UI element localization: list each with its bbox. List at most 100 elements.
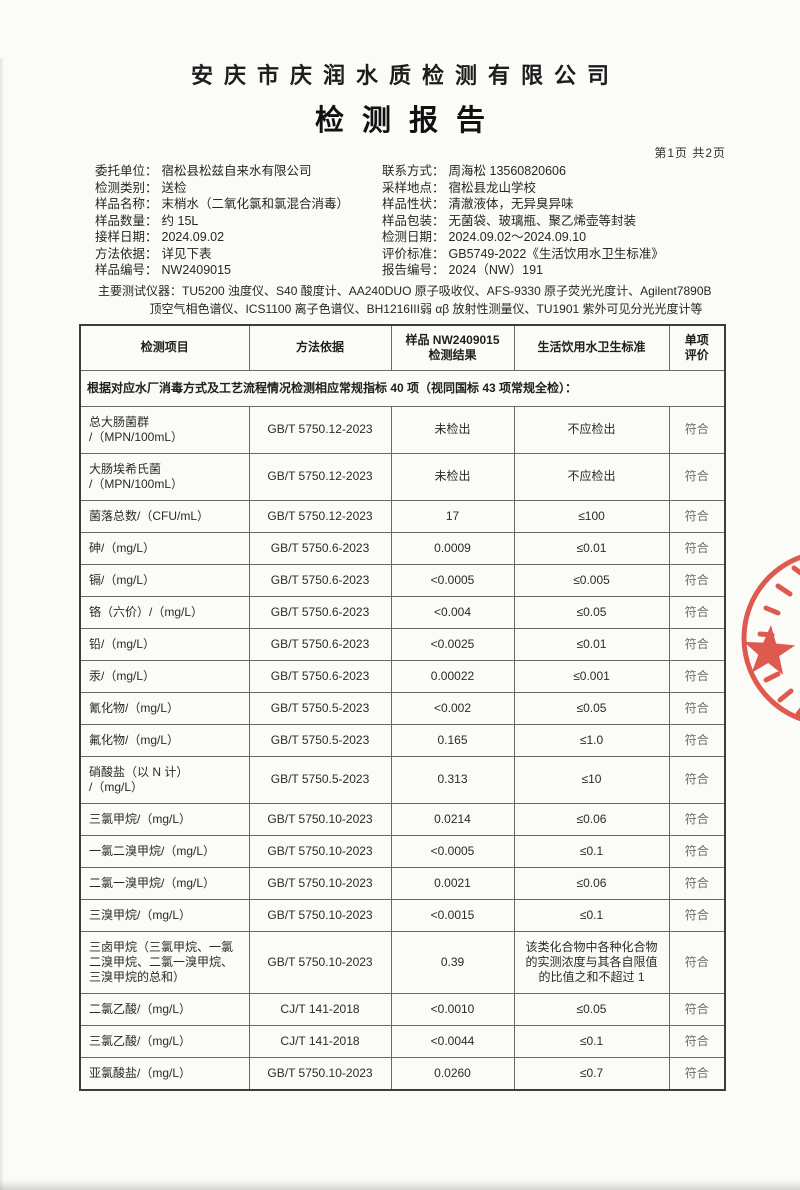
info-field: 委托单位： 宿松县松兹自来水有限公司 xyxy=(95,163,382,180)
cell-method: GB/T 5750.5-2023 xyxy=(248,691,392,725)
results-table: 检测项目 方法依据 样品 NW2409015 检测结果 生活饮用水卫生标准 单项 评价 … xyxy=(79,323,726,1091)
cell-item: 硝酸盐（以 N 计） /（mg/L） xyxy=(79,755,250,804)
cell-evaluation: 符合 xyxy=(668,834,726,868)
column-header: 单项 评价 xyxy=(668,324,726,371)
cell-standard: ≤0.1 xyxy=(513,834,670,868)
info-value: 2024.09.02～2024.09.10 xyxy=(448,230,587,244)
instruments-line2: 顶空气相色谱仪、ICS1100 离子色谱仪、BH1216III弱 αβ 放射性测… xyxy=(149,301,703,316)
scan-bottom-edge xyxy=(0,1180,800,1190)
cell-result: 未检出 xyxy=(390,405,515,454)
cell-evaluation: 符合 xyxy=(668,723,726,757)
info-field: 联系方式： 周海松 13560820606 xyxy=(382,163,755,180)
cell-standard: ≤0.7 xyxy=(513,1056,670,1090)
column-header: 样品 NW2409015 检测结果 xyxy=(390,324,515,371)
cell-standard: ≤0.06 xyxy=(513,802,670,836)
cell-method: GB/T 5750.6-2023 xyxy=(248,595,392,629)
cell-result: <0.0010 xyxy=(390,992,515,1026)
cell-method: GB/T 5750.12-2023 xyxy=(248,499,392,533)
table-row: 砷/（mg/L） GB/T 5750.6-2023 0.0009 ≤0.01 符合 xyxy=(79,531,726,565)
cell-standard: ≤0.1 xyxy=(513,1024,670,1058)
info-label: 检测日期： xyxy=(382,230,445,244)
info-value: 宿松县松兹自来水有限公司 xyxy=(161,164,312,178)
cell-item: 氟化物/（mg/L） xyxy=(79,723,250,757)
cell-item: 总大肠菌群 /（MPN/100mL） xyxy=(79,405,250,454)
info-field: 检测日期： 2024.09.02～2024.09.10 xyxy=(382,229,755,246)
cell-standard: ≤100 xyxy=(513,499,670,533)
info-label: 接样日期： xyxy=(95,230,158,244)
cell-standard: ≤0.01 xyxy=(513,531,670,565)
info-field: 采样地点： 宿松县龙山学校 xyxy=(382,180,755,197)
info-value: GB5749-2022《生活饮用水卫生标准》 xyxy=(448,246,664,261)
cell-method: GB/T 5750.10-2023 xyxy=(248,1056,392,1090)
info-field: 接样日期： 2024.09.02 xyxy=(95,229,382,246)
cell-result: 未检出 xyxy=(390,452,515,501)
table-row: 三氯甲烷/（mg/L） GB/T 5750.10-2023 0.0214 ≤0.06 符… xyxy=(79,802,726,836)
cell-standard: ≤10 xyxy=(513,755,670,804)
cell-result: 0.00022 xyxy=(390,659,515,693)
cell-method: GB/T 5750.12-2023 xyxy=(248,405,392,454)
table-header-row: 检测项目 方法依据 样品 NW2409015 检测结果 生活饮用水卫生标准 单项 评价 xyxy=(79,324,726,371)
cell-method: GB/T 5750.10-2023 xyxy=(248,866,392,900)
report-title: 检测报告 xyxy=(314,105,503,137)
info-label: 方法依据： xyxy=(95,246,158,261)
report-page: 安庆市庆润水质检测有限公司 检测报告 第1页 共2页 委托单位： 宿松县松兹自来水… xyxy=(0,58,800,1190)
cell-result: 0.313 xyxy=(390,755,515,804)
info-label: 样品名称： xyxy=(95,197,158,211)
cell-evaluation: 符合 xyxy=(668,898,726,932)
cell-item: 三卤甲烷（三氯甲烷、一氯 二溴甲烷、二氯一溴甲烷、 三溴甲烷的总和） xyxy=(79,930,250,994)
cell-item: 三溴甲烷/（mg/L） xyxy=(79,898,250,932)
info-field: 样品包装： 无菌袋、玻璃瓶、聚乙烯壶等封装 xyxy=(382,213,755,230)
cell-evaluation: 符合 xyxy=(668,452,726,501)
info-value: 宿松县龙山学校 xyxy=(448,180,537,195)
cell-item: 三氯甲烷/（mg/L） xyxy=(79,802,250,836)
official-red-seal-stamp xyxy=(736,542,800,737)
cell-evaluation: 符合 xyxy=(668,755,726,804)
info-value: 约 15L xyxy=(161,213,199,228)
cell-result: <0.0015 xyxy=(390,898,515,932)
cell-method: GB/T 5750.10-2023 xyxy=(248,802,392,836)
info-label: 报告编号： xyxy=(382,263,445,277)
cell-item: 砷/（mg/L） xyxy=(79,531,250,565)
instruments-block: 主要测试仪器：TU5200 浊度仪、S40 酸度计、AA240DUO 原子吸收仪… xyxy=(98,282,754,318)
cell-item: 氰化物/（mg/L） xyxy=(79,691,250,725)
info-field: 报告编号： 2024（NW）191 xyxy=(382,262,755,279)
table-row: 三氯乙酸/（mg/L） CJ/T 141-2018 <0.0044 ≤0.1 符合 xyxy=(79,1024,726,1058)
cell-method: GB/T 5750.6-2023 xyxy=(248,531,392,565)
table-row: 镉/（mg/L） GB/T 5750.6-2023 <0.0005 ≤0.005 符合 xyxy=(79,563,726,597)
cell-evaluation: 符合 xyxy=(668,1056,726,1090)
cell-item: 汞/（mg/L） xyxy=(79,659,250,693)
cell-item: 亚氯酸盐/（mg/L） xyxy=(79,1056,250,1090)
cell-item: 大肠埃希氏菌 /（MPN/100mL） xyxy=(79,452,250,501)
cell-item: 镉/（mg/L） xyxy=(79,563,250,597)
cell-method: GB/T 5750.5-2023 xyxy=(248,755,392,804)
info-label: 联系方式： xyxy=(382,164,445,178)
info-value: 送检 xyxy=(161,180,187,195)
column-header: 生活饮用水卫生标准 xyxy=(513,324,670,371)
cell-standard: 不应检出 xyxy=(513,452,670,501)
cell-result: <0.002 xyxy=(390,691,515,725)
cell-standard: ≤0.1 xyxy=(513,898,670,932)
table-row: 氰化物/（mg/L） GB/T 5750.5-2023 <0.002 ≤0.05 符合 xyxy=(79,691,726,725)
info-field: 评价标准： GB5749-2022《生活饮用水卫生标准》 xyxy=(382,246,755,263)
info-field: 样品编号： NW2409015 xyxy=(95,262,382,279)
cell-result: <0.0025 xyxy=(390,627,515,661)
table-row: 亚氯酸盐/（mg/L） GB/T 5750.10-2023 0.0260 ≤0.7 符合 xyxy=(79,1056,726,1090)
info-label: 评价标准： xyxy=(382,246,445,261)
info-value: 2024（NW）191 xyxy=(448,263,544,277)
seal-star-icon xyxy=(743,625,796,675)
cell-evaluation: 符合 xyxy=(668,930,726,994)
cell-result: 17 xyxy=(390,499,515,533)
info-label: 委托单位： xyxy=(95,164,158,178)
cell-evaluation: 符合 xyxy=(668,659,726,693)
cell-result: <0.0005 xyxy=(390,563,515,597)
info-label: 样品性状： xyxy=(382,197,445,211)
cell-item: 三氯乙酸/（mg/L） xyxy=(79,1024,250,1058)
cell-item: 二氯乙酸/（mg/L） xyxy=(79,992,250,1026)
info-value: 清澈液体，无异臭异味 xyxy=(448,197,574,211)
cell-evaluation: 符合 xyxy=(668,405,726,454)
info-label: 检测类别： xyxy=(95,180,158,195)
cell-method: GB/T 5750.10-2023 xyxy=(248,898,392,932)
company-title: 安庆市庆润水质检测有限公司 xyxy=(190,63,620,88)
cell-result: 0.0214 xyxy=(390,802,515,836)
table-row: 菌落总数/（CFU/mL） GB/T 5750.12-2023 17 ≤100 符合 xyxy=(79,499,726,533)
